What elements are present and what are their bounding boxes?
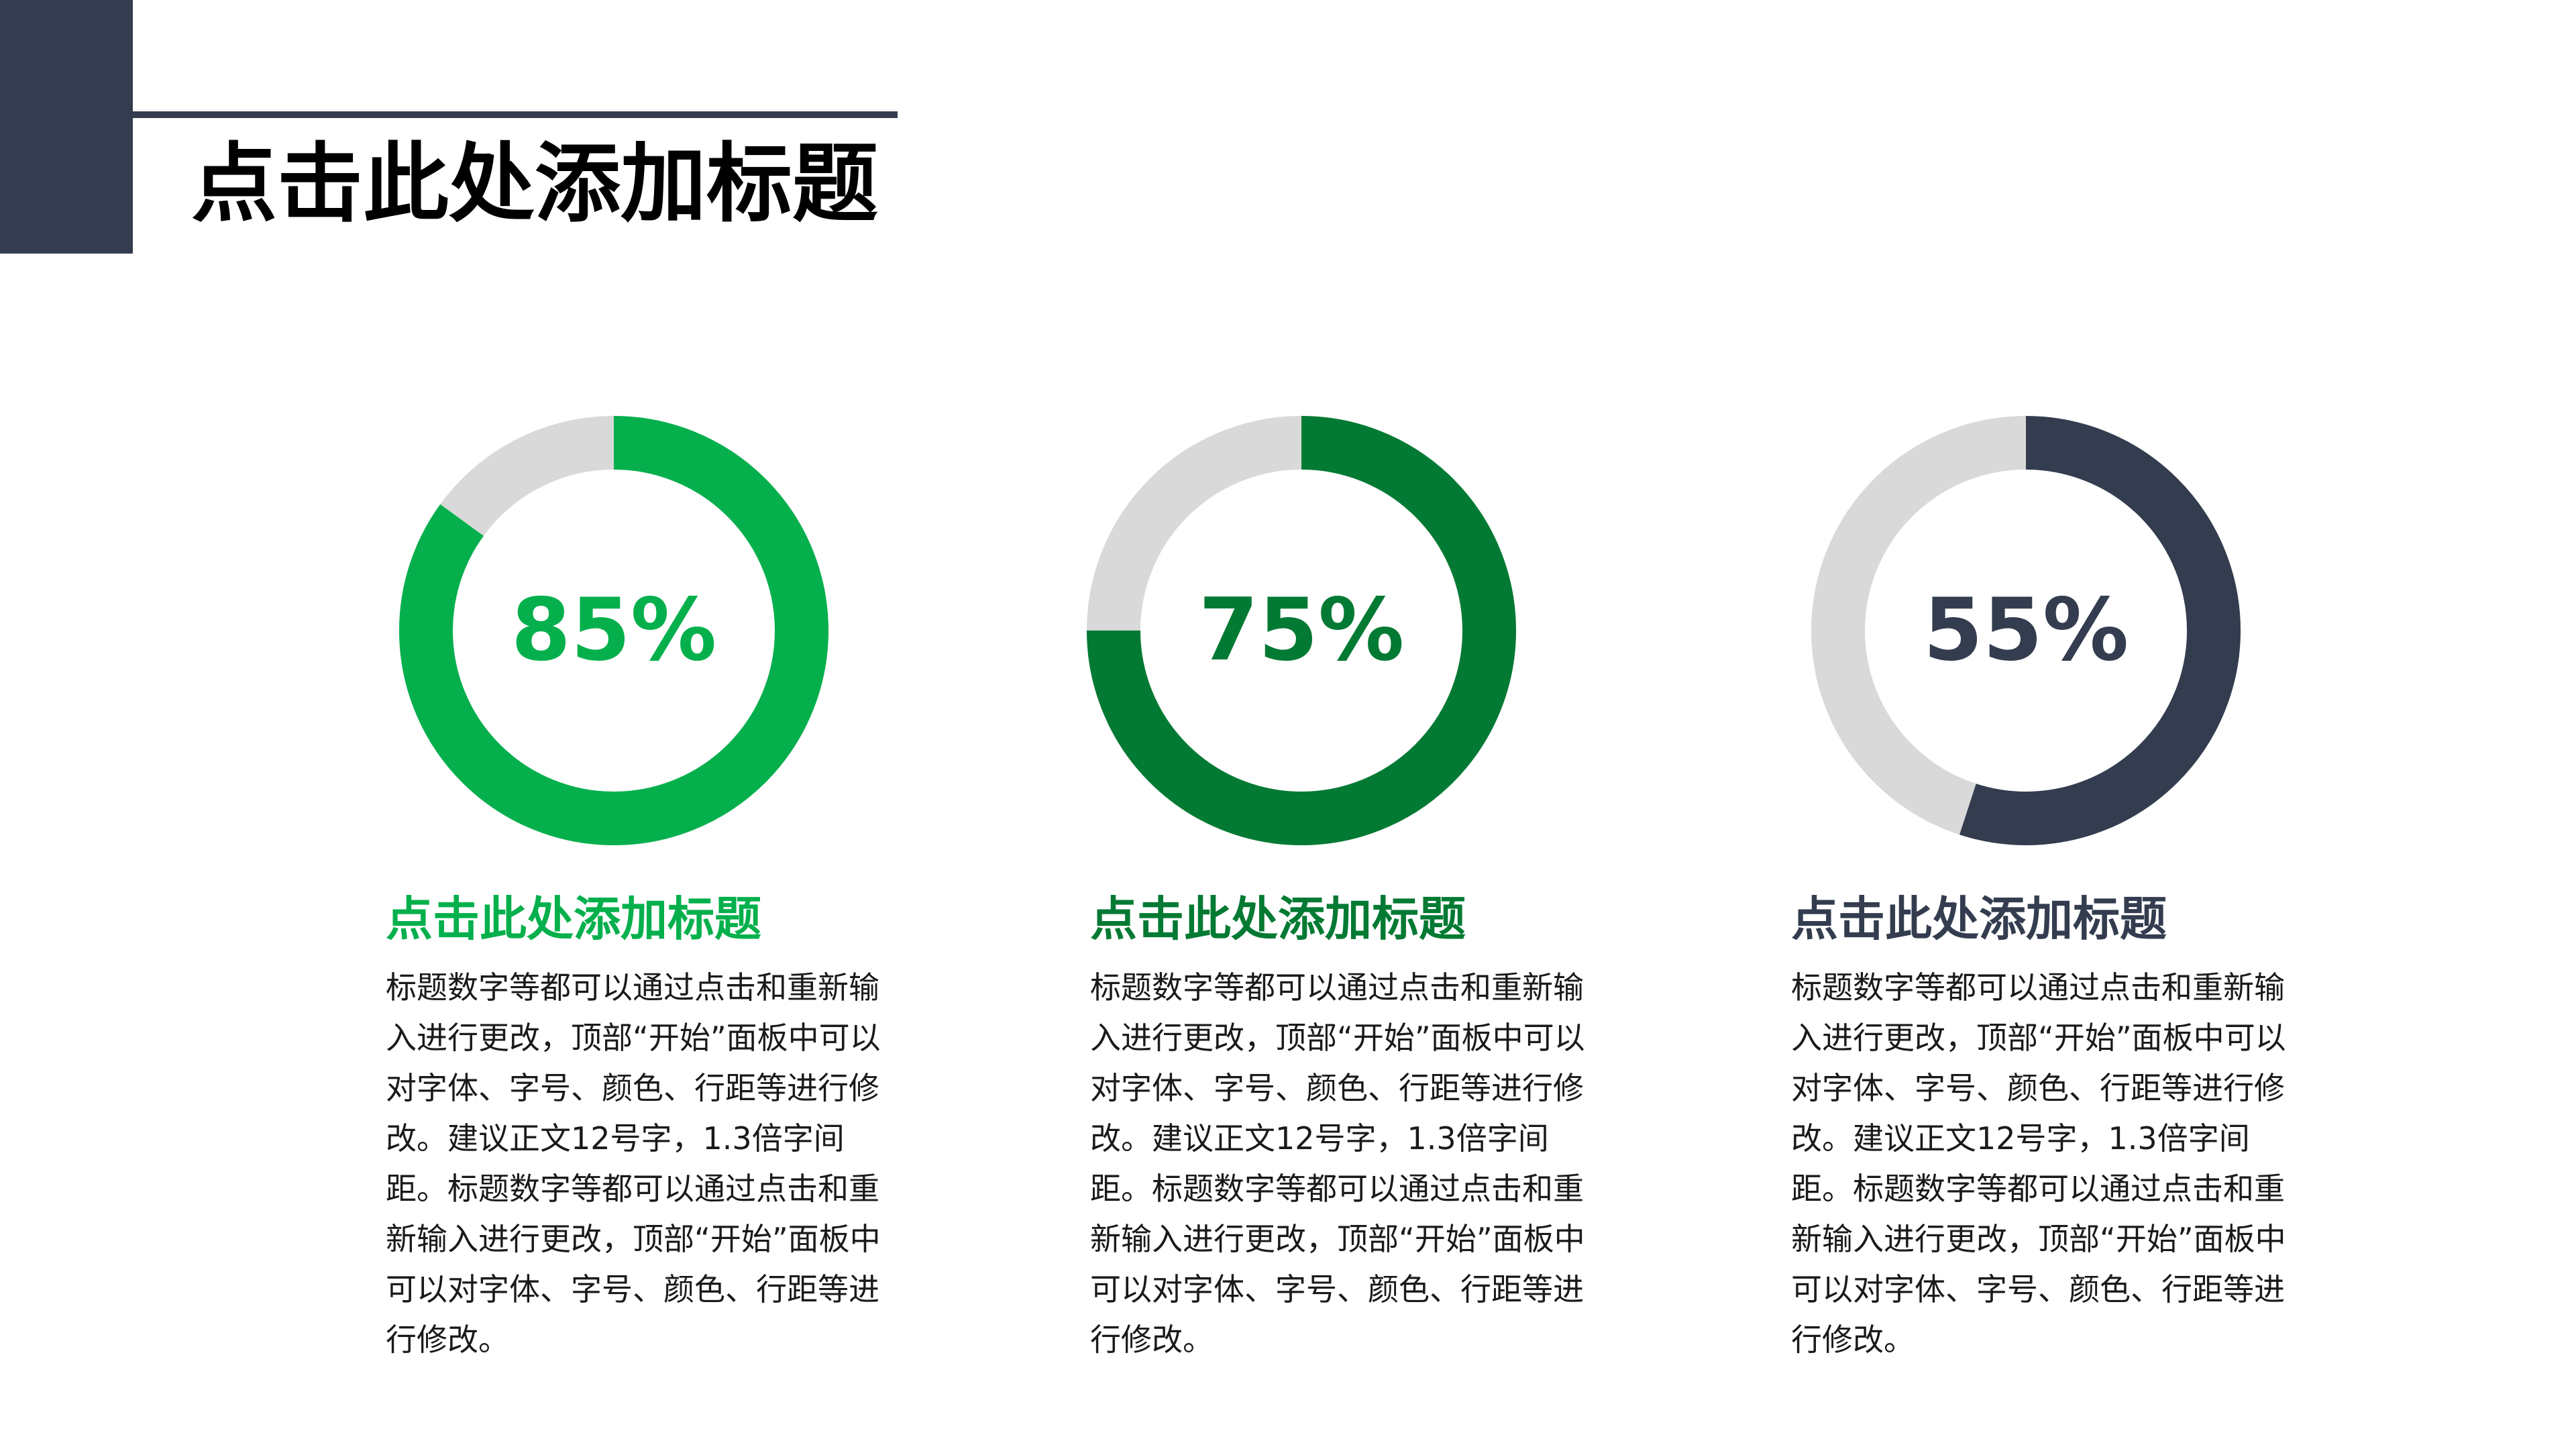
- corner-accent-block: [0, 0, 133, 254]
- progress-ring-2: 75%: [1073, 402, 1529, 859]
- progress-ring-svg-3: [1811, 416, 2241, 845]
- stat-card-3: 55% 点击此处添加标题 标题数字等都可以通过点击和重新输入进行更改，顶部“开始…: [1791, 402, 2301, 1382]
- card-body-2[interactable]: 标题数字等都可以通过点击和重新输入进行更改，顶部“开始”面板中可以对字体、字号、…: [1090, 969, 1585, 1358]
- page-title[interactable]: 点击此处添加标题: [191, 134, 879, 234]
- progress-ring-svg-2: [1087, 416, 1516, 845]
- progress-ring-svg-1: [399, 416, 828, 845]
- card-body-3[interactable]: 标题数字等都可以通过点击和重新输入进行更改，顶部“开始”面板中可以对字体、字号、…: [1791, 969, 2286, 1358]
- card-heading-3[interactable]: 点击此处添加标题: [1791, 892, 2167, 947]
- percent-label-1[interactable]: 85%: [511, 580, 717, 680]
- card-heading-2[interactable]: 点击此处添加标题: [1090, 892, 1466, 947]
- ring-progress-arc-2: [1087, 416, 1516, 845]
- title-rule: [133, 111, 898, 118]
- percent-label-3[interactable]: 55%: [1923, 580, 2129, 680]
- ring-progress-arc-3: [1811, 416, 2241, 845]
- progress-ring-1: 85%: [386, 402, 842, 859]
- stat-card-1: 85% 点击此处添加标题 标题数字等都可以通过点击和重新输入进行更改，顶部“开始…: [386, 402, 896, 1382]
- ring-progress-arc-1: [399, 416, 828, 845]
- percent-label-2[interactable]: 75%: [1198, 580, 1405, 680]
- progress-ring-3: 55%: [1798, 402, 2254, 859]
- card-body-1[interactable]: 标题数字等都可以通过点击和重新输入进行更改，顶部“开始”面板中可以对字体、字号、…: [386, 969, 881, 1358]
- card-heading-1[interactable]: 点击此处添加标题: [386, 892, 761, 947]
- stat-card-2: 75% 点击此处添加标题 标题数字等都可以通过点击和重新输入进行更改，顶部“开始…: [1087, 402, 1600, 1382]
